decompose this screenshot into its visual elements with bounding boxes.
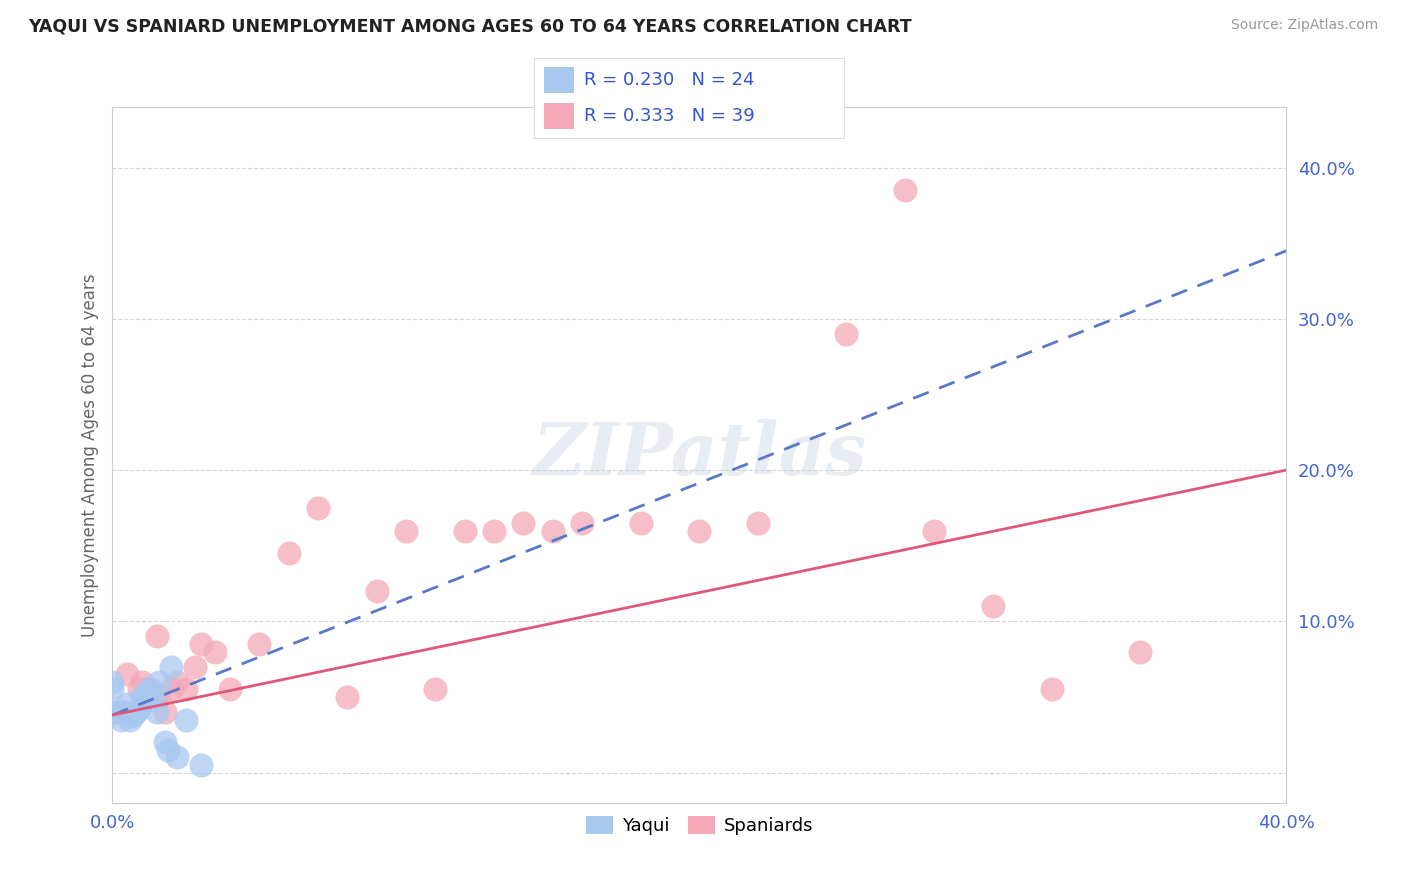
Point xyxy=(425,682,447,697)
Point xyxy=(512,516,534,530)
Point xyxy=(160,659,183,673)
Point xyxy=(131,690,153,704)
Point xyxy=(110,713,132,727)
Point xyxy=(120,713,142,727)
Point xyxy=(366,584,388,599)
Text: ZIPatlas: ZIPatlas xyxy=(533,419,866,491)
Point xyxy=(204,644,226,658)
Point xyxy=(134,690,156,704)
Point xyxy=(835,326,858,341)
Text: R = 0.230   N = 24: R = 0.230 N = 24 xyxy=(583,70,754,88)
Point xyxy=(128,682,150,697)
Point xyxy=(482,524,505,538)
Point xyxy=(183,659,205,673)
Point xyxy=(139,690,162,704)
Point xyxy=(166,750,188,764)
Point xyxy=(122,708,145,723)
Point xyxy=(107,705,129,719)
Text: R = 0.333   N = 39: R = 0.333 N = 39 xyxy=(583,107,755,125)
Point xyxy=(571,516,593,530)
Point xyxy=(155,735,177,749)
Point xyxy=(101,705,124,719)
Point xyxy=(1129,644,1152,658)
Point xyxy=(166,674,188,689)
Point xyxy=(541,524,564,538)
Point xyxy=(981,599,1004,614)
Point xyxy=(148,674,170,689)
Point xyxy=(136,682,159,697)
Point xyxy=(174,682,197,697)
Point xyxy=(131,674,153,689)
Point xyxy=(1040,682,1063,697)
Point xyxy=(128,702,150,716)
Point xyxy=(453,524,475,538)
Point xyxy=(190,758,212,772)
Point xyxy=(395,524,418,538)
Point xyxy=(148,690,170,704)
Point xyxy=(336,690,359,704)
Point xyxy=(219,682,242,697)
Point xyxy=(145,705,167,719)
Point xyxy=(277,546,299,560)
Text: YAQUI VS SPANIARD UNEMPLOYMENT AMONG AGES 60 TO 64 YEARS CORRELATION CHART: YAQUI VS SPANIARD UNEMPLOYMENT AMONG AGE… xyxy=(28,18,911,36)
Point xyxy=(101,682,124,697)
Point xyxy=(157,743,180,757)
Point xyxy=(125,705,148,719)
Point xyxy=(122,708,145,723)
Point xyxy=(747,516,769,530)
Point xyxy=(689,524,711,538)
Point xyxy=(142,693,165,707)
Point xyxy=(145,629,167,643)
Text: Source: ZipAtlas.com: Source: ZipAtlas.com xyxy=(1230,18,1378,32)
Point xyxy=(110,705,132,719)
Legend: Yaqui, Spaniards: Yaqui, Spaniards xyxy=(579,809,820,842)
Point xyxy=(894,183,917,197)
Point xyxy=(136,682,159,697)
Point xyxy=(139,682,162,697)
Point xyxy=(101,674,124,689)
Point xyxy=(115,667,138,681)
Point xyxy=(101,705,124,719)
Bar xyxy=(544,103,575,128)
Point xyxy=(112,705,135,719)
Point xyxy=(190,637,212,651)
Point xyxy=(174,713,197,727)
Bar xyxy=(544,67,575,93)
Point xyxy=(160,682,183,697)
Point xyxy=(247,637,270,651)
Point xyxy=(630,516,652,530)
Point xyxy=(307,500,329,515)
Point xyxy=(155,705,177,719)
Y-axis label: Unemployment Among Ages 60 to 64 years: Unemployment Among Ages 60 to 64 years xyxy=(80,273,98,637)
Point xyxy=(924,524,946,538)
Point xyxy=(115,698,138,712)
